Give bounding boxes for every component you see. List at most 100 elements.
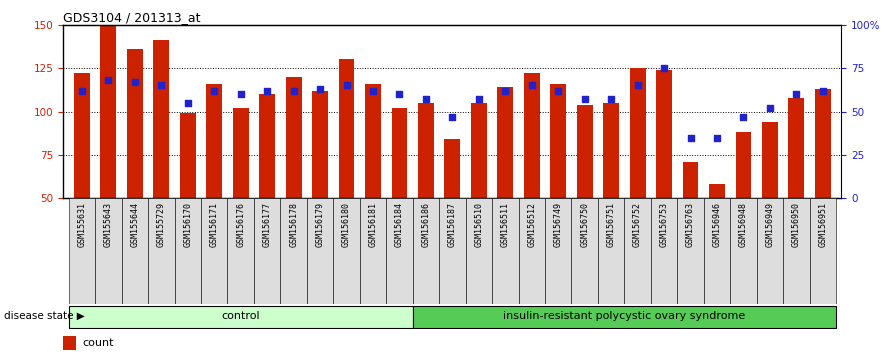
FancyBboxPatch shape: [280, 198, 307, 304]
Text: GSM156184: GSM156184: [395, 202, 404, 247]
Bar: [551, 84, 566, 198]
Text: GSM156176: GSM156176: [236, 202, 245, 247]
Bar: [498, 87, 514, 198]
Point: [392, 91, 406, 97]
Bar: [63, 336, 76, 350]
Bar: [391, 108, 407, 198]
FancyBboxPatch shape: [439, 198, 466, 304]
FancyBboxPatch shape: [412, 306, 836, 328]
Bar: [630, 68, 646, 198]
Text: GSM155729: GSM155729: [157, 202, 166, 247]
FancyBboxPatch shape: [545, 198, 572, 304]
Text: GSM156948: GSM156948: [739, 202, 748, 247]
Text: GSM156178: GSM156178: [289, 202, 298, 247]
Bar: [656, 70, 672, 198]
Bar: [233, 108, 248, 198]
FancyBboxPatch shape: [704, 198, 730, 304]
Point: [339, 82, 353, 88]
Text: GSM156187: GSM156187: [448, 202, 457, 247]
Bar: [153, 40, 169, 198]
Point: [154, 82, 168, 88]
FancyBboxPatch shape: [254, 198, 280, 304]
Text: GDS3104 / 201313_at: GDS3104 / 201313_at: [63, 11, 201, 24]
Point: [260, 88, 274, 93]
Point: [525, 82, 539, 88]
Point: [578, 97, 592, 102]
Bar: [736, 132, 751, 198]
Point: [552, 88, 566, 93]
Text: GSM156750: GSM156750: [581, 202, 589, 247]
FancyBboxPatch shape: [466, 198, 492, 304]
Point: [816, 88, 830, 93]
FancyBboxPatch shape: [492, 198, 519, 304]
Text: GSM156950: GSM156950: [792, 202, 801, 247]
Text: GSM156949: GSM156949: [766, 202, 774, 247]
Bar: [180, 113, 196, 198]
Bar: [683, 162, 699, 198]
Bar: [100, 25, 116, 198]
Bar: [338, 59, 354, 198]
Text: GSM156171: GSM156171: [210, 202, 218, 247]
Bar: [418, 103, 433, 198]
Bar: [788, 98, 804, 198]
Point: [657, 65, 671, 71]
FancyBboxPatch shape: [69, 198, 95, 304]
Point: [472, 97, 486, 102]
Point: [789, 91, 803, 97]
Text: count: count: [82, 338, 114, 348]
FancyBboxPatch shape: [174, 198, 201, 304]
Text: GSM156177: GSM156177: [263, 202, 271, 247]
FancyBboxPatch shape: [651, 198, 677, 304]
FancyBboxPatch shape: [122, 198, 148, 304]
Point: [737, 114, 751, 120]
Bar: [444, 139, 461, 198]
Text: GSM155643: GSM155643: [104, 202, 113, 247]
FancyBboxPatch shape: [730, 198, 757, 304]
FancyBboxPatch shape: [810, 198, 836, 304]
Text: GSM156179: GSM156179: [315, 202, 324, 247]
Point: [233, 91, 248, 97]
Text: GSM156749: GSM156749: [554, 202, 563, 247]
Bar: [471, 103, 487, 198]
FancyBboxPatch shape: [386, 198, 412, 304]
Point: [763, 105, 777, 111]
FancyBboxPatch shape: [333, 198, 359, 304]
Text: GSM156946: GSM156946: [713, 202, 722, 247]
Text: GSM156753: GSM156753: [660, 202, 669, 247]
Text: GSM156510: GSM156510: [474, 202, 484, 247]
Bar: [74, 73, 90, 198]
Text: GSM156180: GSM156180: [342, 202, 351, 247]
Bar: [524, 73, 540, 198]
Point: [499, 88, 513, 93]
Point: [207, 88, 221, 93]
Point: [418, 97, 433, 102]
Text: GSM156951: GSM156951: [818, 202, 827, 247]
Bar: [206, 84, 222, 198]
Text: insulin-resistant polycystic ovary syndrome: insulin-resistant polycystic ovary syndr…: [503, 311, 745, 321]
FancyBboxPatch shape: [412, 198, 439, 304]
FancyBboxPatch shape: [519, 198, 545, 304]
Bar: [259, 94, 275, 198]
Bar: [127, 49, 143, 198]
Point: [181, 100, 195, 105]
Bar: [312, 91, 328, 198]
Text: GSM156186: GSM156186: [421, 202, 431, 247]
Text: GSM156181: GSM156181: [368, 202, 378, 247]
FancyBboxPatch shape: [69, 306, 412, 328]
Text: disease state ▶: disease state ▶: [4, 310, 85, 321]
Bar: [762, 122, 778, 198]
FancyBboxPatch shape: [148, 198, 174, 304]
Text: GSM155631: GSM155631: [78, 202, 86, 247]
FancyBboxPatch shape: [783, 198, 810, 304]
Text: GSM155644: GSM155644: [130, 202, 139, 247]
Point: [604, 97, 618, 102]
Point: [445, 114, 460, 120]
Text: GSM156752: GSM156752: [633, 202, 642, 247]
Bar: [285, 77, 301, 198]
FancyBboxPatch shape: [572, 198, 598, 304]
Point: [101, 78, 115, 83]
Point: [710, 135, 724, 140]
FancyBboxPatch shape: [307, 198, 333, 304]
Text: GSM156170: GSM156170: [183, 202, 192, 247]
Bar: [603, 103, 619, 198]
